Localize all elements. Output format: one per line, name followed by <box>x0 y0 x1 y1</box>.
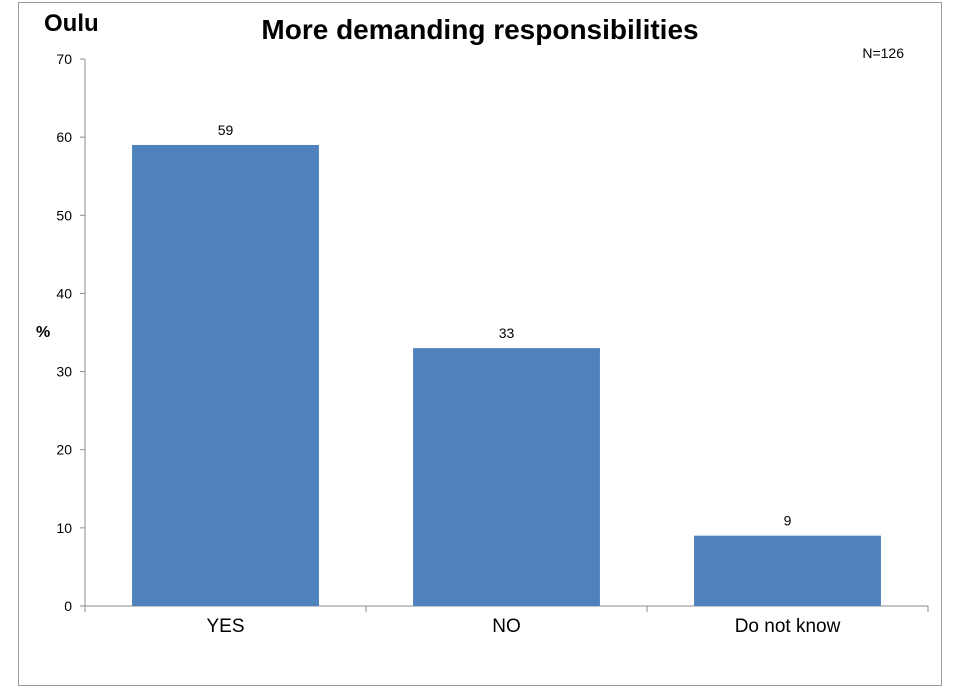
y-axis-label: % <box>36 324 51 341</box>
data-label: 33 <box>499 325 515 341</box>
bars <box>132 144 881 606</box>
y-tick-label: 70 <box>56 51 72 67</box>
y-tick-label: 60 <box>56 129 72 145</box>
chart-title-text: More demanding responsibilities <box>261 14 699 45</box>
location-label: Oulu <box>44 10 99 37</box>
y-tick-label: 50 <box>56 207 72 223</box>
bar <box>132 144 319 606</box>
data-labels: 59 33 9 <box>218 122 792 529</box>
y-tick-label: 30 <box>56 364 72 380</box>
x-category-label: Do not know <box>735 616 841 637</box>
data-label: 59 <box>218 122 234 138</box>
y-tick-label: 0 <box>64 598 72 614</box>
y-tick-label: 10 <box>56 520 72 536</box>
bar <box>413 348 600 606</box>
y-tick-label: 20 <box>56 442 72 458</box>
bar <box>694 535 881 606</box>
x-category-label: YES <box>206 616 244 637</box>
y-tick-label: 40 <box>56 285 72 301</box>
x-category-label: NO <box>492 616 521 637</box>
chart-title: More demanding responsibilities <box>0 14 960 46</box>
data-label: 9 <box>784 513 792 529</box>
sample-size-note: N=126 <box>862 45 904 61</box>
chart-frame <box>18 2 942 686</box>
